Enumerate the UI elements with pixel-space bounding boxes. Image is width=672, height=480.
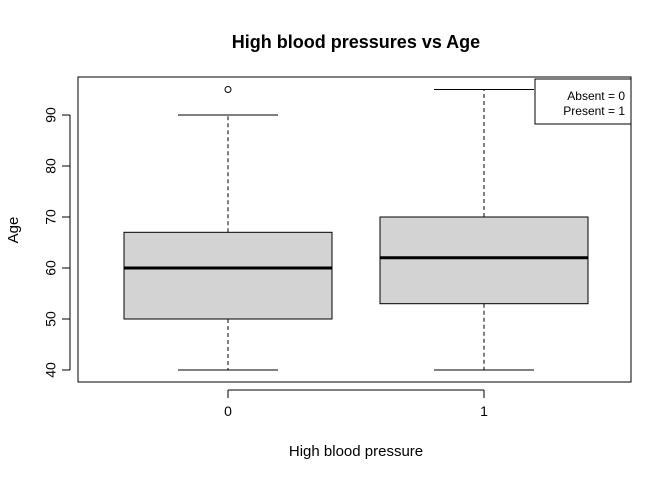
legend-box [534,78,632,125]
y-tick-label-70: 70 [43,209,59,225]
y-tick-label-90: 90 [43,107,59,123]
y-tick-label-60: 60 [43,260,59,276]
chart-title: High blood pressures vs Age [232,32,480,52]
plot-frame [77,76,632,383]
y-tick-label-40: 40 [43,362,59,378]
legend-entry-present: Present = 1 [563,104,625,118]
y-tick-label-50: 50 [43,311,59,327]
y-tick-label-80: 80 [43,158,59,174]
legend-entry-absent: Absent = 0 [567,89,625,103]
legend: Absent = 0 Present = 1 [534,78,632,125]
box-0-iqr [123,231,333,320]
y-axis-label: Age [5,217,22,244]
box-1-iqr [379,216,589,305]
box-0-outlier-0 [224,86,232,93]
x-axis-label: High blood pressure [289,443,423,460]
x-tick-label-1: 1 [480,403,488,419]
x-tick-label-0: 0 [224,403,232,419]
